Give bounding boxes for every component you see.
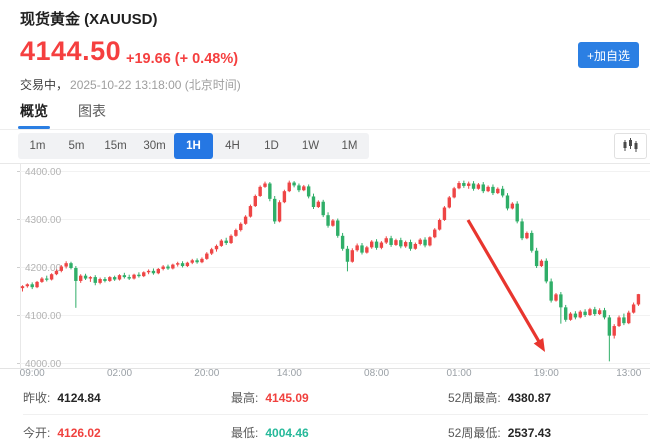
stat-label: 最高: <box>231 391 259 405</box>
stats-grid: 昨收: 4124.84 最高: 4145.09 52周最高: 4380.87 今开: 4126… <box>23 380 648 443</box>
stat-label: 昨收: <box>23 391 51 405</box>
stat-value: 2537.43 <box>507 426 552 440</box>
svg-text:14:00: 14:00 <box>277 368 302 378</box>
svg-text:20:00: 20:00 <box>194 368 219 378</box>
instrument-title: 现货黄金 (XAUUSD) <box>20 11 158 28</box>
svg-text:08:00: 08:00 <box>364 368 389 378</box>
svg-text:19:00: 19:00 <box>534 368 559 378</box>
chart-type-button[interactable] <box>614 133 647 159</box>
svg-text:4000.00: 4000.00 <box>25 359 62 370</box>
stat-value: 4380.87 <box>507 391 552 405</box>
interval-15m[interactable]: 15m <box>96 133 135 159</box>
interval-1m[interactable]: 1m <box>18 133 57 159</box>
last-price: 4144.50 <box>20 36 122 66</box>
trading-status-row: 交易中， 2025-10-22 13:18:00 (北京时间) <box>20 76 241 93</box>
stat-value: 4004.46 <box>265 426 309 440</box>
stat-value: 4124.84 <box>57 391 101 405</box>
svg-text:4300.00: 4300.00 <box>25 215 62 226</box>
svg-text:4200.00: 4200.00 <box>25 263 62 274</box>
interval-4H[interactable]: 4H <box>213 133 252 159</box>
stat-item: 昨收: 4124.84 <box>23 380 231 415</box>
tab-overview[interactable]: 概览 <box>18 101 50 129</box>
stat-item: 最高: 4145.09 <box>231 380 448 415</box>
svg-text:4100.00: 4100.00 <box>25 311 62 322</box>
stat-value: 4126.02 <box>57 426 101 440</box>
interval-1D[interactable]: 1D <box>252 133 291 159</box>
stat-item: 最低: 4004.46 <box>231 415 448 443</box>
trading-status: 交易中， <box>20 78 69 92</box>
stat-item: 52周最低: 2537.43 <box>448 415 648 443</box>
stat-label: 52周最低: <box>448 426 501 440</box>
svg-text:01:00: 01:00 <box>446 368 471 378</box>
stat-label: 今开: <box>23 426 51 440</box>
add-watchlist-button[interactable]: +加自选 <box>578 42 639 68</box>
stat-item: 今开: 4126.02 <box>23 415 231 443</box>
candlestick-chart: 4400.00 4300.00 4200.00 4100.00 4000.00 09:00… <box>0 163 650 378</box>
tab-chart[interactable]: 图表 <box>78 103 106 119</box>
stat-value: 4145.09 <box>265 391 309 405</box>
stat-label: 52周最高: <box>448 391 501 405</box>
svg-text:02:00: 02:00 <box>107 368 132 378</box>
svg-text:4400.00: 4400.00 <box>25 167 62 178</box>
interval-5m[interactable]: 5m <box>57 133 96 159</box>
stat-item: 52周最高: 4380.87 <box>448 380 648 415</box>
interval-30m[interactable]: 30m <box>135 133 174 159</box>
interval-1W[interactable]: 1W <box>291 133 330 159</box>
candlestick-chart-icon <box>622 137 639 156</box>
interval-1M[interactable]: 1M <box>330 133 369 159</box>
stat-label: 最低: <box>231 426 259 440</box>
quote-timestamp: 2025-10-22 13:18:00 (北京时间) <box>70 78 241 92</box>
interval-1H[interactable]: 1H <box>174 133 213 159</box>
interval-toolbar: 1m 5m 15m 30m 1H 4H 1D 1W 1M <box>18 133 369 159</box>
svg-text:09:00: 09:00 <box>20 368 45 378</box>
tabs-divider <box>0 129 650 130</box>
price-change: +19.66 (+ 0.48%) <box>126 51 239 67</box>
view-tabs: 概览 图表 <box>18 101 106 129</box>
svg-text:13:00: 13:00 <box>616 368 641 378</box>
